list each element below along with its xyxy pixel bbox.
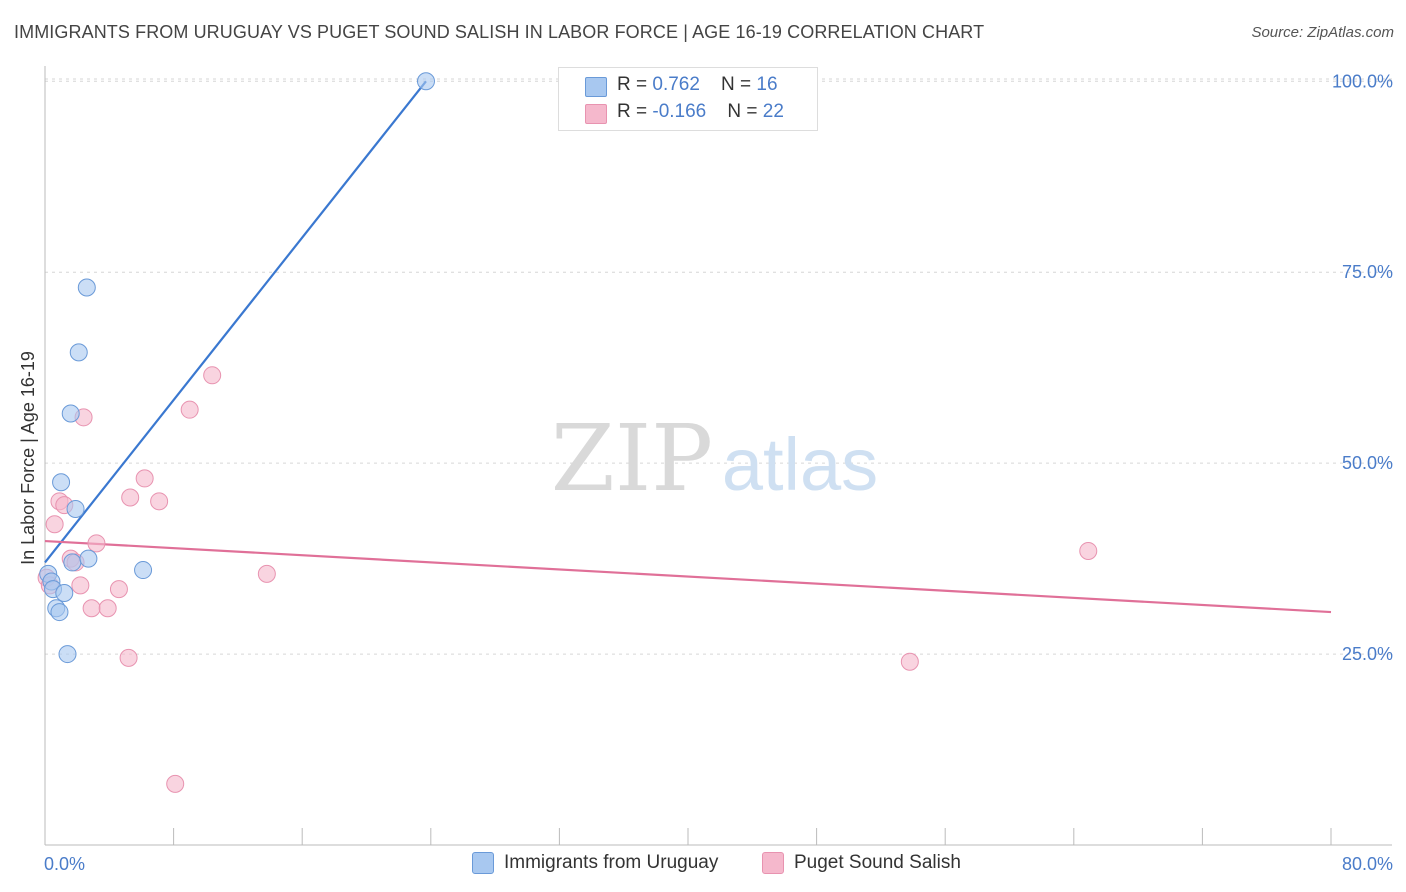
point-salish xyxy=(87,534,106,553)
x-tick-label-min: 0.0% xyxy=(44,854,85,874)
point-salish xyxy=(180,400,199,419)
trend-line-uruguay xyxy=(44,80,427,564)
point-uruguay xyxy=(55,583,74,602)
point-salish xyxy=(257,564,276,583)
point-uruguay xyxy=(134,561,153,580)
point-layer xyxy=(37,72,1098,793)
legend-swatch-salish xyxy=(585,104,607,124)
point-salish xyxy=(119,648,138,667)
point-uruguay xyxy=(77,278,96,297)
chart-title: IMMIGRANTS FROM URUGUAY VS PUGET SOUND S… xyxy=(14,22,985,42)
point-uruguay xyxy=(79,549,98,568)
legend-r-value: -0.166 xyxy=(652,101,707,122)
point-salish xyxy=(135,469,154,488)
point-uruguay xyxy=(58,645,77,664)
series-label-uruguay: Immigrants from Uruguay xyxy=(504,852,719,873)
correlation-legend: R = 0.762 N = 16 R = -0.166 N = 22 xyxy=(558,67,818,131)
x-tick-label-max: 80.0% xyxy=(1342,854,1393,874)
point-uruguay xyxy=(52,473,71,492)
y-tick-label: 50.0% xyxy=(1342,453,1393,473)
point-salish xyxy=(45,515,64,534)
legend-r-label: R = xyxy=(617,101,653,122)
point-salish xyxy=(1079,541,1098,560)
y-axis-label: In Labor Force | Age 16-19 xyxy=(18,351,38,565)
point-uruguay xyxy=(61,404,80,423)
point-salish xyxy=(900,652,919,671)
y-tick-label: 75.0% xyxy=(1342,262,1393,282)
point-salish xyxy=(71,576,90,595)
y-tick-label: 100.0% xyxy=(1332,71,1393,91)
point-uruguay xyxy=(50,603,69,622)
source-label: Source: ZipAtlas.com xyxy=(1251,24,1394,41)
watermark-zip: ZIP xyxy=(551,405,713,512)
legend-swatch-uruguay xyxy=(585,77,607,97)
point-salish xyxy=(109,580,128,599)
watermark-atlas: atlas xyxy=(722,423,878,506)
point-uruguay xyxy=(66,499,85,518)
series-label-salish: Puget Sound Salish xyxy=(794,852,961,873)
legend-r-label: R = xyxy=(617,74,653,95)
grid-layer xyxy=(45,78,1392,655)
trend-line-salish xyxy=(44,539,1332,614)
legend-n-label: N = xyxy=(727,101,763,122)
point-salish xyxy=(166,774,185,793)
point-salish xyxy=(82,599,101,618)
series-swatch-uruguay xyxy=(472,852,494,874)
point-salish xyxy=(150,492,169,511)
point-uruguay xyxy=(69,343,88,362)
point-uruguay xyxy=(416,72,435,91)
point-uruguay xyxy=(63,553,82,572)
point-salish xyxy=(98,599,117,618)
point-salish xyxy=(121,488,140,507)
legend-n-label: N = xyxy=(721,74,757,95)
legend-r-value: 0.762 xyxy=(652,74,700,95)
trend-layer xyxy=(44,80,1332,614)
legend-n-value: 22 xyxy=(762,101,784,122)
legend-n-value: 16 xyxy=(756,74,778,95)
point-salish xyxy=(203,366,222,385)
watermark: ZIP atlas xyxy=(551,405,878,512)
series-swatch-salish xyxy=(762,852,784,874)
y-tick-label: 25.0% xyxy=(1342,644,1393,664)
axis-layer: 25.0% 50.0% 75.0% 100.0% 0.0% 80.0% xyxy=(44,66,1393,874)
